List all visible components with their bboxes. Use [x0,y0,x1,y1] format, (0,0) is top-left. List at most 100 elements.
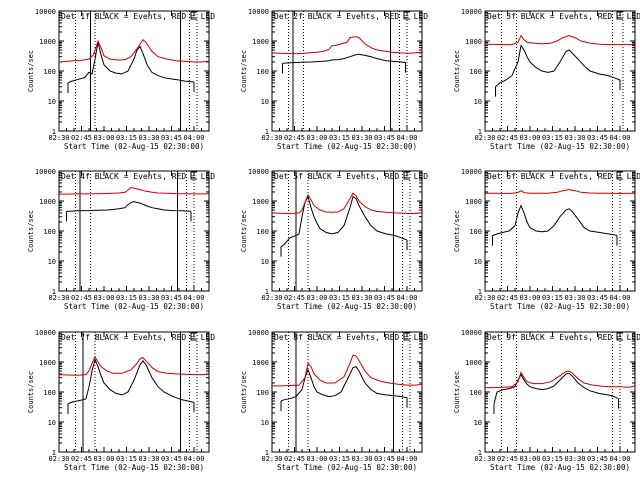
y-tick-label: 100 [43,68,56,76]
x-tick-label: 03:45 [587,134,608,142]
panel-title: Det 6f BLACK = Events, RED = LLD [487,172,640,181]
x-tick-label: 02:45 [71,455,92,463]
x-tick-label: 03:45 [587,455,608,463]
x-tick-label: 02:45 [284,134,305,142]
x-tick-label: 03:30 [351,294,372,302]
x-axis-label: Start Time (02-Aug-15 02:30:00) [277,142,417,151]
x-tick-label: 03:15 [542,455,563,463]
y-tick-label: 10000 [461,168,482,176]
x-tick-label: 04:00 [183,134,204,142]
y-tick-label: 1000 [39,198,56,206]
x-tick-label: 03:45 [374,134,395,142]
x-axis-label: Start Time (02-Aug-15 02:30:00) [490,142,630,151]
x-tick-label: 02:45 [284,455,305,463]
x-tick-label: 03:30 [564,294,585,302]
x-tick-label: 03:00 [93,134,114,142]
x-tick-label: 03:30 [351,455,372,463]
panel-title: Det 3f BLACK = Events, RED = LLD [487,12,640,21]
x-axis-label: Start Time (02-Aug-15 02:30:00) [277,463,417,472]
y-tick-label: 1000 [252,359,269,367]
y-axis-label: Counts/sec [453,371,461,413]
x-tick-label: 04:00 [183,294,204,302]
interval-marker [190,11,197,20]
x-tick-label: 03:45 [374,294,395,302]
x-tick-label: 03:45 [587,294,608,302]
x-tick-label: 02:30 [48,294,69,302]
y-axis-label: Counts/sec [27,371,35,413]
y-tick-label: 10 [261,419,269,427]
x-tick-label: 03:00 [519,134,540,142]
x-tick-label: 04:00 [609,294,630,302]
y-tick-label: 10 [261,98,269,106]
panel-det-3: 1 10 100 1000 10000 02:30 02:45 03:00 03:15 03:30… [453,8,640,151]
x-tick-label: 03:15 [116,455,137,463]
y-axis-label: Counts/sec [453,210,461,252]
x-tick-label: 04:00 [396,134,417,142]
y-tick-label: 100 [256,228,269,236]
interval-marker [190,332,197,341]
y-tick-label: 10000 [35,329,56,337]
panel-det-7: 1 10 100 1000 10000 02:30 02:45 03:00 03:15 03:30… [27,329,215,472]
panel-title: Det 1f BLACK = Events, RED = LLD [61,12,215,21]
y-tick-label: 1000 [39,38,56,46]
panel-title: Det 7f BLACK = Events, RED = LLD [61,333,215,342]
panel-title: Det 5f BLACK = Events, RED = LLD [274,172,428,181]
events-series-line [67,42,195,84]
y-axis-label: Counts/sec [27,210,35,252]
x-axis-label: Start Time (02-Aug-15 02:30:00) [277,302,417,311]
x-tick-label: 04:00 [396,294,417,302]
y-tick-label: 1 [52,449,56,457]
x-tick-label: 03:45 [161,134,182,142]
panel-det-6: 1 10 100 1000 10000 02:30 02:45 03:00 03:15 03:30… [453,168,640,311]
y-tick-label: 10000 [461,329,482,337]
y-tick-label: 10 [474,98,482,106]
x-axis-label: Start Time (02-Aug-15 02:30:00) [64,463,204,472]
y-tick-label: 10 [261,258,269,266]
y-tick-label: 100 [469,389,482,397]
y-tick-label: 10 [48,98,56,106]
interval-marker [616,11,623,20]
events-series-line [495,44,621,88]
y-axis-label: Counts/sec [27,50,35,92]
y-tick-label: 1 [52,288,56,296]
x-tick-label: 03:15 [329,134,350,142]
x-tick-label: 03:00 [93,294,114,302]
x-tick-label: 03:15 [116,294,137,302]
events-series-line [66,201,192,212]
panel-title: Det 2f BLACK = Events, RED = LLD [274,12,428,21]
y-tick-label: 10000 [35,8,56,16]
interval-marker [403,171,410,180]
x-tick-label: 02:30 [474,294,495,302]
events-series-line [67,358,195,405]
x-tick-label: 02:30 [474,134,495,142]
lld-series-line [59,187,210,195]
x-tick-label: 03:45 [161,294,182,302]
x-tick-label: 03:15 [329,294,350,302]
y-axis-label: Counts/sec [453,50,461,92]
y-axis-label: Counts/sec [240,210,248,252]
lld-series-line [484,34,635,46]
x-tick-label: 03:30 [564,134,585,142]
events-series-line [492,204,618,237]
x-tick-label: 03:45 [161,455,182,463]
events-series-line [493,372,619,405]
x-tick-label: 03:15 [542,294,563,302]
panel-det-2: 1 10 100 1000 10000 02:30 02:45 03:00 03:15 03:30… [240,8,428,151]
lld-series-line [485,370,636,389]
y-axis-label: Counts/sec [240,371,248,413]
x-tick-label: 03:00 [306,134,327,142]
y-tick-label: 10000 [248,329,269,337]
x-tick-label: 02:45 [71,134,92,142]
x-axis-label: Start Time (02-Aug-15 02:30:00) [490,463,630,472]
lld-series-line [272,354,423,387]
y-tick-label: 1 [265,288,269,296]
y-tick-label: 1000 [252,38,269,46]
x-tick-label: 03:30 [138,455,159,463]
panel-det-1: 1 10 100 1000 10000 02:30 02:45 03:00 03:15 03:30… [27,8,215,151]
x-tick-label: 02:30 [261,294,282,302]
events-series-line [282,53,406,64]
panel-det-4: 1 10 100 1000 10000 02:30 02:45 03:00 03:15 03:30… [27,168,215,311]
y-tick-label: 1 [478,128,482,136]
events-series-line [280,195,408,248]
